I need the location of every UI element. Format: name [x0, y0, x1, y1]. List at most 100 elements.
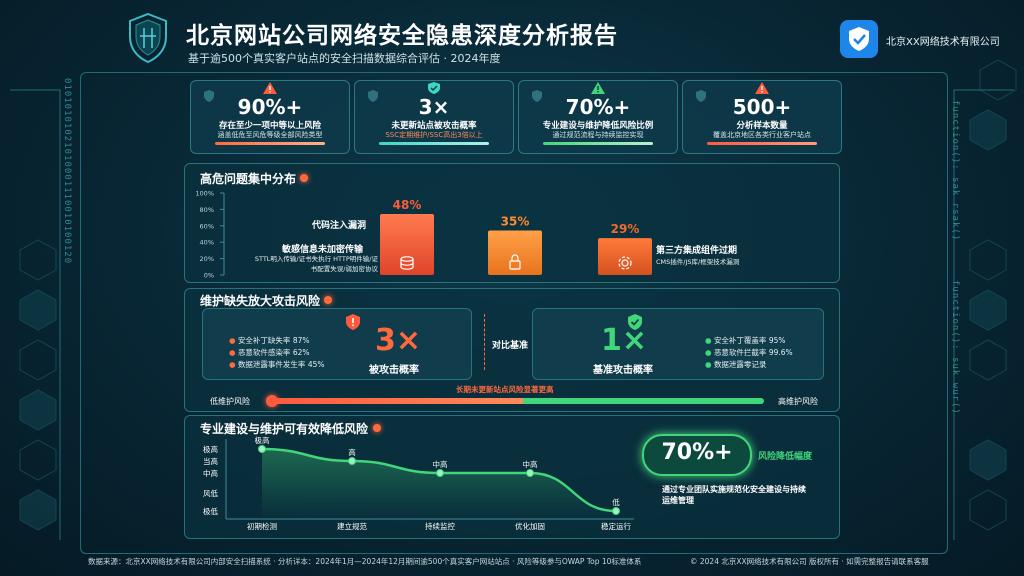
high-maintenance-card: 1× 基准攻击概率 ● 安全补丁覆盖率 95% ● 恶意软件拦截率 99.6% …: [532, 308, 824, 380]
kpi-card-sample: 500+ 分析样本数量 覆盖北京地区各类行业客户站点: [682, 80, 842, 154]
x-stage-label: 持续监控: [425, 521, 455, 531]
kpi-sub: 通过规范流程与持续监控实现: [552, 131, 644, 139]
page-title: 北京网站公司网络安全隐患深度分析报告: [186, 23, 618, 49]
reduction-badge-value: 70%+: [661, 440, 733, 465]
high-risk-bar-chart: 100% 80% 60% 40% 20% 0% 48% 35% 29%: [195, 190, 652, 280]
right-item-text: 数据泄露零记录: [713, 360, 767, 369]
shield-check-icon: [849, 27, 869, 51]
right-item: ● 安全补丁覆盖率 95%: [705, 336, 786, 345]
shield-circuit-icon: [129, 12, 167, 64]
kpi-value: 500+: [732, 95, 792, 119]
right-item-text: 恶意软件拦截率 99.6%: [713, 348, 793, 357]
right-item: ● 数据泄露零记录: [705, 360, 767, 369]
y-tick-label: 0%: [204, 272, 214, 280]
report-header: 北京网站公司网络安全隐患深度分析报告 基于逾500个真实客户站点的安全扫描数据综…: [0, 0, 1024, 70]
risk-scale-knob: [266, 395, 278, 407]
section-title: 高危问题集中分布: [200, 172, 297, 186]
shield-alert-icon: [346, 314, 360, 330]
point-level-label: 极高: [255, 435, 270, 445]
scale-right-label: 高维护风险: [778, 397, 818, 406]
y-level-label: 极低: [203, 506, 218, 516]
warning-triangle-icon: [591, 82, 605, 94]
page-subtitle: 基于逾500个真实客户站点的安全扫描数据综合评估 · 2024年度: [188, 52, 501, 65]
y-tick-label: 80%: [200, 206, 214, 214]
section-dot: [324, 296, 332, 304]
risk-point: [436, 469, 444, 477]
shield-icon: [368, 90, 378, 102]
risk-scale-fill: [272, 398, 523, 404]
x-stage-label: 稳定运行: [601, 521, 631, 531]
database-icon: [400, 256, 414, 270]
bar-label-2: 第三方集成组件过期: [656, 246, 738, 256]
risk-area: [262, 449, 616, 519]
lock-icon: [509, 254, 521, 270]
kpi-card-risk: 90%+ 存在至少一项中等以上风险 涵盖低危至风危等级全部风险类型: [190, 80, 350, 154]
bar-desc-1: STTL明入传输/证书失执行 HTTP明件输/证书配置失误/弱加密协议: [254, 255, 378, 273]
kpi-label: 专业建设与维护降低风险比例: [542, 121, 654, 131]
risk-point: [526, 469, 534, 477]
left-caption: 被攻击概率: [369, 365, 419, 376]
kpi-sub: SSC定期维护/SSC高出3倍以上: [385, 131, 483, 139]
x-stage-label: 初期检测: [247, 521, 277, 531]
scale-left-label: 低维护风险: [210, 397, 250, 406]
footer-source: 数据来源：北京XX网络技术有限公司内部安全扫描系统 · 分析详本：2024年1月…: [88, 557, 642, 566]
point-level-label: 中高: [433, 459, 448, 469]
kpi-value: 3×: [418, 95, 450, 119]
bar-desc-2: CMS插件/JS库/框架技术漏洞: [656, 258, 740, 266]
left-item: ● 数据泄露事件发生率 45%: [229, 360, 325, 369]
kpi-card-reduction: 70%+ 专业建设与维护降低风险比例 通过规范流程与持续监控实现: [518, 80, 678, 154]
kpi-card-attack: 3× 未更新站点被攻击概率 SSC定期维护/SSC高出3倍以上: [354, 80, 514, 154]
right-caption: 基准攻击概率: [593, 365, 653, 376]
kpi-label: 存在至少一项中等以上风险: [218, 121, 321, 131]
risk-scale-track: [272, 398, 764, 404]
y-level-label: 当高: [203, 456, 218, 466]
kpi-sub: 涵盖低危至风危等级全部风险类型: [217, 131, 323, 139]
warning-triangle-icon: [755, 82, 769, 94]
shield-icon: [204, 90, 214, 102]
right-item: ● 恶意软件拦截率 99.6%: [705, 348, 793, 357]
reduction-note: 通过专业团队实施规范化安全建设与持续运维管理: [662, 485, 806, 505]
company-logo: [840, 20, 878, 58]
section-dot: [373, 424, 381, 432]
right-item-text: 安全补丁覆盖率 95%: [713, 336, 786, 345]
company-name: 北京XX网络技术有限公司: [886, 37, 1000, 48]
risk-point: [612, 507, 620, 515]
y-level-label: 中高: [203, 468, 218, 478]
scale-note: 长期未更新站点风险显著更高: [456, 385, 554, 394]
bar-value-label: 35%: [501, 215, 530, 229]
y-tick-label: 100%: [195, 190, 214, 198]
reduction-badge: 70%+: [642, 434, 752, 476]
y-tick-label: 40%: [200, 239, 214, 247]
compare-divider: [484, 314, 485, 370]
side-code-left: 01010101021010001110010100120: [62, 78, 72, 265]
left-item: ● 恶意软件感染率 62%: [229, 348, 310, 357]
kpi-accent-bar: [707, 142, 817, 145]
risk-point: [348, 457, 356, 465]
bar-1: [488, 230, 542, 275]
side-code-right-bottom: function(): suk wur(): [950, 280, 960, 415]
section-title: 专业建设与维护可有效降低风险: [200, 422, 369, 436]
point-level-label: 高: [348, 447, 356, 457]
left-item: ● 安全补丁缺失率 87%: [229, 336, 310, 345]
report-frame: [80, 72, 948, 554]
kpi-value: 70%+: [565, 95, 631, 119]
y-level-label: 风低: [203, 488, 218, 498]
point-level-label: 中高: [523, 459, 538, 469]
kpi-accent-bar: [543, 142, 653, 145]
point-level-label: 低: [612, 497, 620, 507]
section-title: 维护缺失放大攻击风险: [200, 294, 321, 308]
kpi-sub: 覆盖北京地区各类行业客户站点: [713, 131, 811, 139]
low-maintenance-card: ● 安全补丁缺失率 87% ● 恶意软件感染率 62% ● 数据泄露事件发生率 …: [202, 308, 472, 380]
reduction-badge-label: 风险降低幅度: [758, 452, 813, 462]
y-tick-label: 60%: [200, 222, 214, 230]
footer-copyright: © 2024 北京XX网络技术有限公司 版权所有 · 如需完整报告请联系客服: [690, 557, 929, 566]
left-item-text: 安全补丁缺失率 87%: [237, 336, 310, 345]
compare-label: 对比基准: [492, 341, 529, 351]
y-level-label: 极高: [203, 444, 218, 454]
shield-icon: [532, 90, 542, 102]
bar-label-1: 敏感信息未加密传输: [282, 245, 364, 255]
section-dot: [300, 174, 308, 182]
y-tick-label: 20%: [200, 255, 214, 263]
